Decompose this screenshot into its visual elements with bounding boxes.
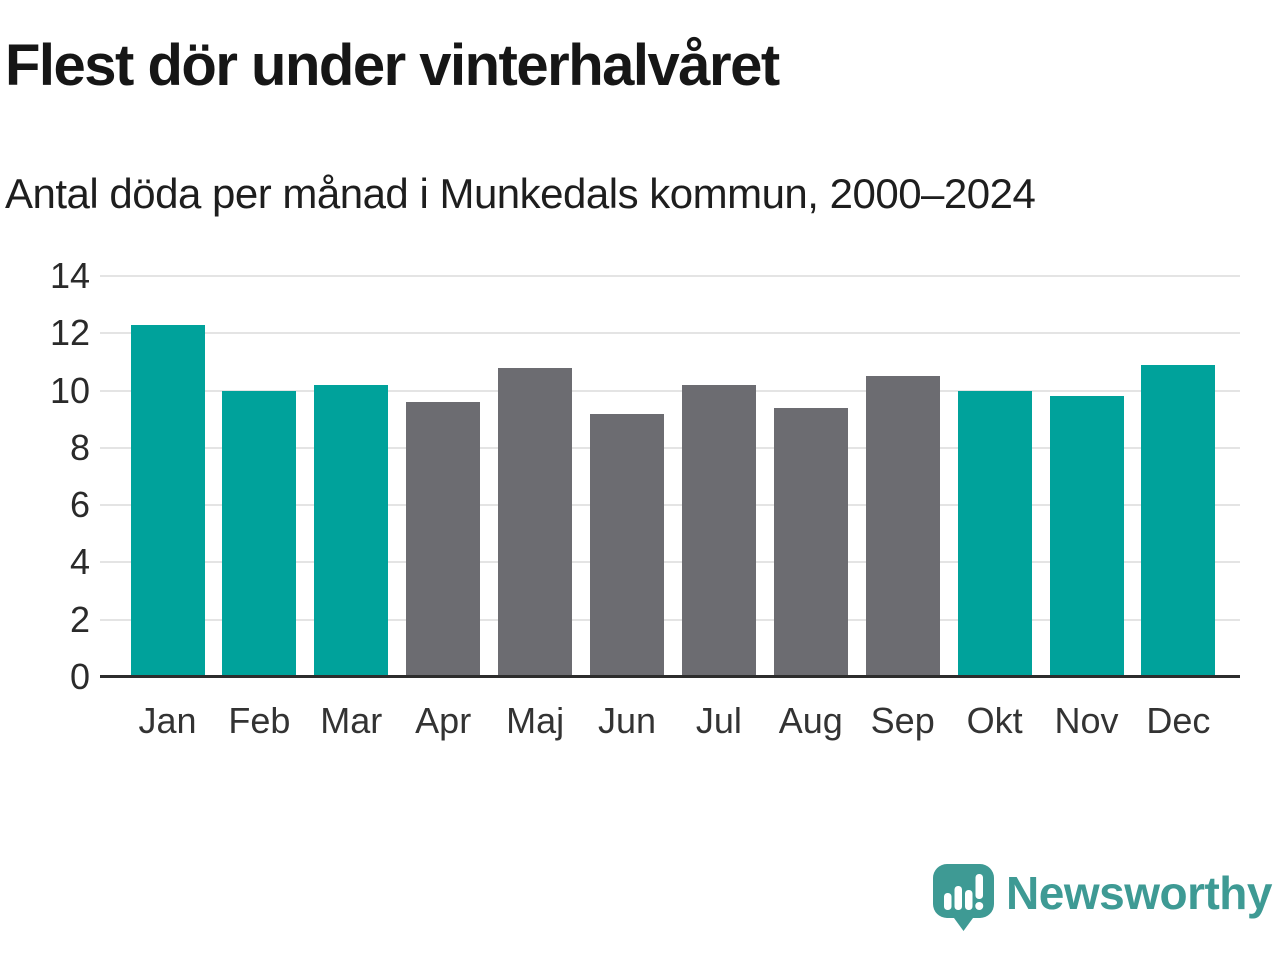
newsworthy-logo-icon <box>933 864 995 931</box>
bar-feb <box>222 390 297 677</box>
x-tick-label-jul: Jul <box>695 700 742 741</box>
y-tick-label-8: 8 <box>69 426 90 468</box>
x-tick-label-maj: Maj <box>506 700 565 741</box>
logo-exclamation-dot <box>975 902 984 910</box>
bar-sep <box>865 376 940 677</box>
y-tick-label-14: 14 <box>49 255 90 296</box>
logo-exclamation-bar <box>975 874 984 899</box>
bar-maj <box>498 367 573 677</box>
y-tick-label-6: 6 <box>69 484 90 526</box>
bar-chart-plot-area <box>100 275 1240 678</box>
x-axis-labels: Jan Feb Mar Apr Maj Jun Jul Aug Sep Okt Nov Dec <box>100 700 1240 750</box>
x-tick-label-sep: Sep <box>870 700 935 741</box>
bar-nov <box>1049 396 1124 677</box>
bar-jul <box>681 384 756 677</box>
bar-mar <box>314 384 389 677</box>
x-tick-label-jan: Jan <box>138 700 197 741</box>
x-axis-line <box>100 675 1240 678</box>
x-tick-label-apr: Apr <box>415 700 472 741</box>
chart-title: Flest dör under vinterhalvåret <box>5 33 780 98</box>
logo-bar-1 <box>944 893 952 910</box>
newsworthy-logo: Newsworthy <box>933 864 1272 932</box>
bar-apr <box>406 402 481 677</box>
logo-bar-2 <box>954 886 963 910</box>
gridline-y-14 <box>100 275 1240 277</box>
x-tick-label-mar: Mar <box>320 700 383 741</box>
gridline-y-2 <box>100 618 1240 621</box>
newsworthy-logo-text: Newsworthy <box>1006 867 1272 919</box>
y-tick-label-0: 0 <box>69 656 90 697</box>
gridline-y-12 <box>100 332 1240 335</box>
y-axis-labels: 0 2 4 6 8 10 12 14 <box>0 255 90 697</box>
x-tick-label-dec: Dec <box>1146 700 1211 741</box>
x-tick-label-nov: Nov <box>1054 700 1119 741</box>
x-tick-label-jun: Jun <box>597 700 657 741</box>
chart-subtitle: Antal döda per månad i Munkedals kommun,… <box>5 170 1036 217</box>
bar-jan <box>130 324 205 677</box>
bar-dec <box>1141 364 1216 677</box>
gridline-y-4 <box>100 561 1240 564</box>
y-tick-label-4: 4 <box>69 541 90 583</box>
bar-jun <box>590 413 664 677</box>
y-tick-label-10: 10 <box>49 369 90 411</box>
y-tick-label-2: 2 <box>69 598 90 640</box>
bar-okt <box>957 390 1032 677</box>
gridline-y-8 <box>100 446 1240 449</box>
x-tick-label-okt: Okt <box>966 700 1023 741</box>
y-tick-label-12: 12 <box>49 312 90 354</box>
x-tick-label-aug: Aug <box>778 700 843 741</box>
gridline-y-10 <box>100 389 1240 392</box>
gridline-y-6 <box>100 504 1240 507</box>
logo-bar-3 <box>965 890 973 910</box>
x-tick-label-feb: Feb <box>228 700 291 741</box>
bar-aug <box>773 407 848 677</box>
